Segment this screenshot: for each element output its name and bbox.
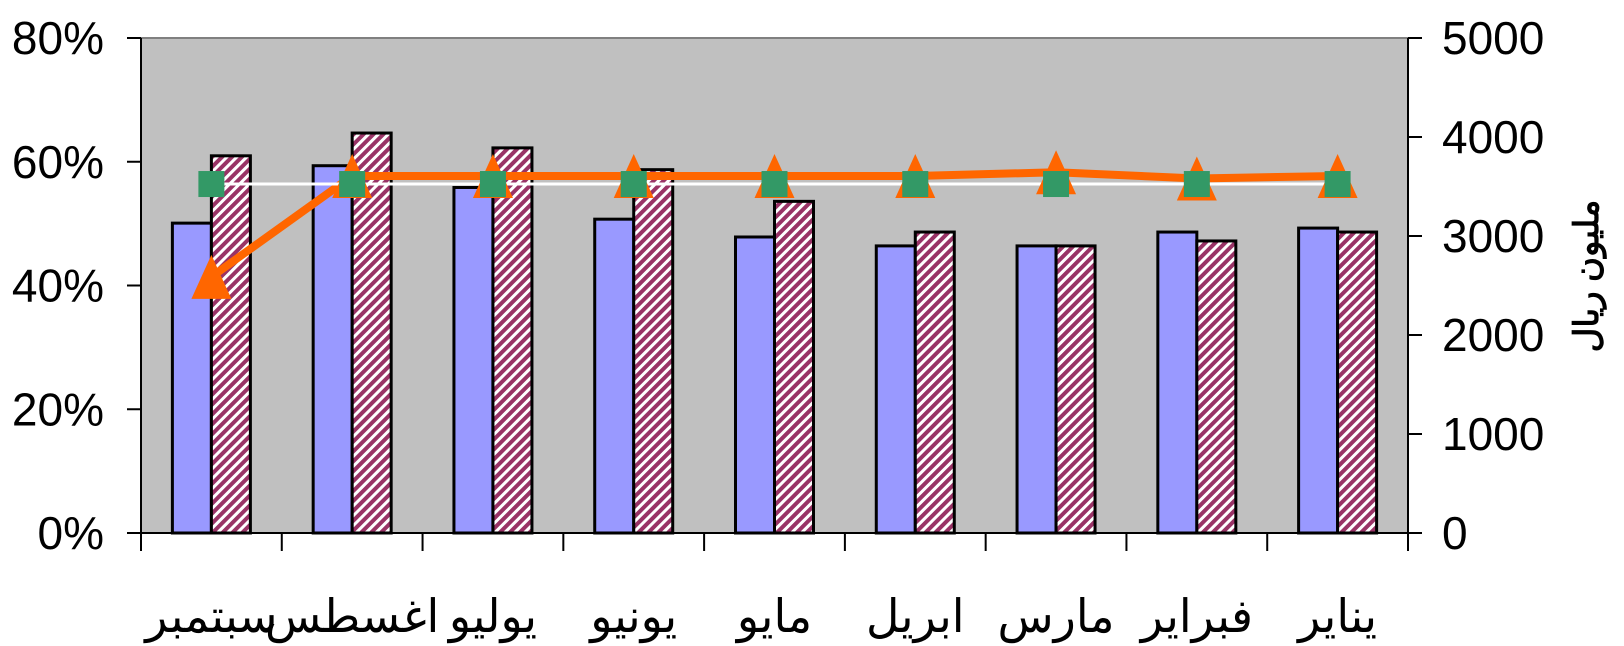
category-label-3: مارس [998,590,1115,644]
bar-series1-3 [1015,244,1058,535]
left-axis-tick-label-3: 40% [12,260,104,312]
category-label-9: سبتمبر [143,590,277,644]
line-series2-marker-6 [620,171,647,198]
category-label-5: مايو [735,590,812,644]
right-axis-tick-label-3: 2000 [1442,309,1544,361]
right-axis-tick-label-5: 4000 [1442,111,1544,163]
right-axis-title: مليون ريال [1568,200,1607,353]
line-series2-marker-2 [1183,171,1210,198]
right-axis-tick-label-1: 0 [1442,507,1468,559]
line-series1-marker-9 [191,254,232,299]
category-label-6: يونيو [588,590,677,644]
line-series2-marker-9 [198,171,225,198]
bar-series2-4 [913,230,956,535]
bar-series1-1 [1297,226,1340,535]
bar-series2-9 [209,154,252,535]
right-axis-tick-label-6: 5000 [1442,12,1544,64]
line-series2-marker-1 [1324,171,1351,198]
category-label-4: ابريل [866,590,965,644]
bar-series2-2 [1195,239,1238,535]
left-axis-tick-label-4: 60% [12,136,104,188]
right-axis-tick-label-2: 1000 [1442,408,1544,460]
bar-series2-7 [491,146,534,535]
bar-series1-2 [1156,230,1199,535]
line-series2-marker-4 [902,171,929,198]
right-axis-tick-label-4: 3000 [1442,210,1544,262]
left-axis-tick-label-5: 80% [12,12,104,64]
left-axis-tick-label-2: 20% [12,383,104,435]
bar-series1-7 [452,185,495,535]
bar-series2-3 [1054,244,1097,535]
left-axis-tick-label-1: 0% [38,507,104,559]
line-series2-marker-7 [479,171,506,198]
bar-series1-4 [874,244,917,535]
line-series2-marker-8 [339,171,366,198]
bar-series2-1 [1336,230,1379,535]
category-label-8: اغسطس [265,590,439,644]
bar-series1-6 [593,217,636,535]
category-label-2: فبراير [1139,590,1253,644]
category-label-7: يوليو [447,590,537,644]
category-label-1: يناير [1296,590,1377,644]
line-series2-marker-3 [1043,171,1070,198]
bar-series1-5 [734,235,776,535]
bar-series2-5 [773,199,815,535]
bar-series2-6 [632,168,675,535]
line-series2-marker-5 [761,171,788,198]
bar-series1-8 [311,164,354,535]
